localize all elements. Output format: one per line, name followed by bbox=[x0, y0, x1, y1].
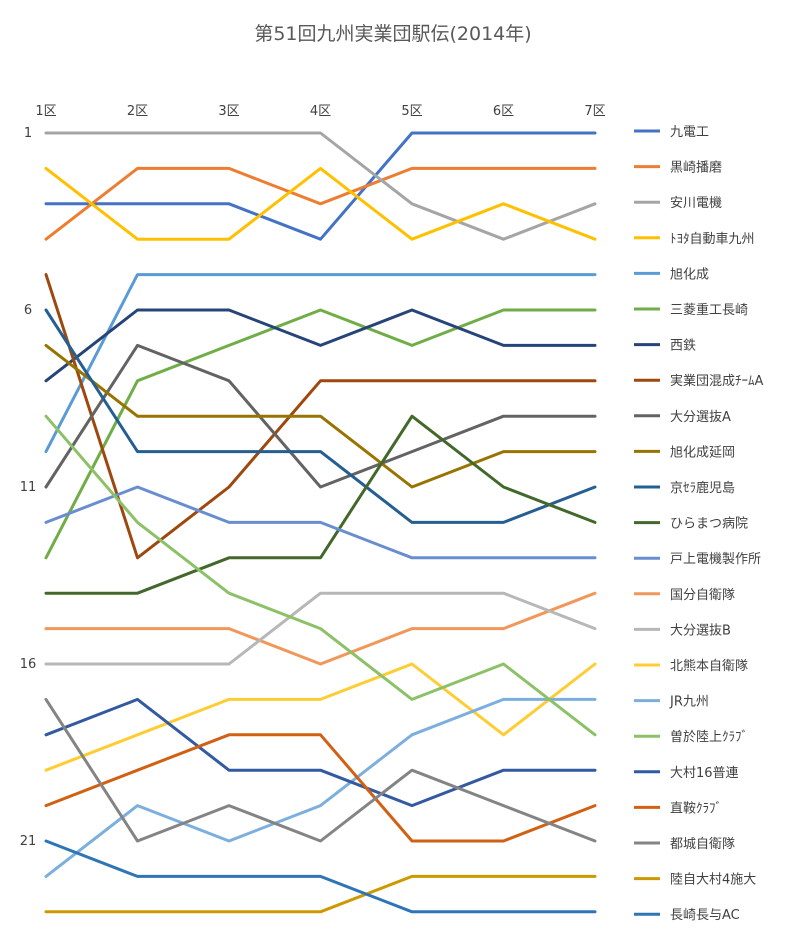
legend-label: 三菱重工長崎 bbox=[670, 302, 748, 318]
series-line bbox=[44, 273, 597, 560]
legend-label: 大分選抜A bbox=[670, 409, 731, 425]
legend-label: 大村16普連 bbox=[670, 766, 739, 781]
legend-label: 京ｾﾗ鹿児島 bbox=[670, 480, 735, 496]
series-line bbox=[44, 697, 597, 808]
y-tick-label: 21 bbox=[20, 834, 37, 849]
series-line bbox=[44, 343, 597, 489]
series-line bbox=[44, 308, 597, 524]
series-line bbox=[44, 131, 597, 241]
legend-label: 曽於陸上ｸﾗﾌﾞ bbox=[670, 729, 748, 745]
series-line bbox=[44, 414, 597, 737]
series-line bbox=[44, 308, 597, 560]
legend-label: JR九州 bbox=[669, 695, 709, 710]
series-line bbox=[44, 343, 597, 489]
legend-label: 九電工 bbox=[670, 125, 709, 140]
legend-label: ひらまつ病院 bbox=[670, 517, 748, 532]
y-tick-label: 11 bbox=[20, 480, 37, 495]
series-line bbox=[44, 697, 597, 843]
series-line bbox=[44, 166, 597, 241]
y-tick-label: 1 bbox=[24, 126, 32, 141]
y-tick-label: 16 bbox=[20, 657, 37, 672]
legend-label: 西鉄 bbox=[670, 339, 696, 354]
series-line bbox=[44, 839, 597, 914]
x-tick-label: 2区 bbox=[127, 104, 148, 119]
legend-label: 大分選抜B bbox=[670, 622, 731, 638]
legend-label: 陸自大村4施大 bbox=[670, 872, 756, 888]
series-line bbox=[44, 131, 597, 241]
legend-label: 都城自衛隊 bbox=[670, 836, 735, 852]
series-line bbox=[44, 733, 597, 843]
legend-label: 実業団混成ﾁｰﾑA bbox=[670, 373, 764, 389]
legend-label: 直鞍ｸﾗﾌﾞ bbox=[670, 800, 722, 816]
x-tick-label: 5区 bbox=[401, 104, 422, 119]
series-line bbox=[44, 166, 597, 241]
series-line bbox=[44, 697, 597, 878]
legend-label: 黒崎播磨 bbox=[670, 161, 722, 176]
y-tick-label: 6 bbox=[24, 303, 32, 318]
series-line bbox=[44, 591, 597, 666]
x-tick-label: 7区 bbox=[584, 104, 605, 119]
legend-label: 旭化成 bbox=[670, 267, 709, 282]
x-axis-tick-labels: 1区 2区 3区 4区 5区 6区 7区 bbox=[35, 104, 605, 119]
series-line bbox=[44, 485, 597, 560]
series-line bbox=[44, 874, 597, 914]
series-line bbox=[44, 591, 597, 666]
x-tick-label: 3区 bbox=[218, 104, 239, 119]
legend-label: ﾄﾖﾀ自動車九州 bbox=[670, 232, 755, 247]
legend-label: 長崎長与AC bbox=[670, 908, 740, 923]
series-line bbox=[44, 308, 597, 383]
series-lines bbox=[44, 131, 597, 914]
series-line bbox=[44, 273, 597, 454]
series-line bbox=[44, 414, 597, 595]
series-line bbox=[44, 662, 597, 772]
x-tick-label: 1区 bbox=[35, 104, 56, 119]
chart-title: 第51回九州実業団駅伝(2014年) bbox=[254, 23, 531, 45]
legend-label: 安川電機 bbox=[670, 196, 722, 211]
legend-label: 国分自衛隊 bbox=[670, 587, 735, 603]
legend-label: 戸上電機製作所 bbox=[670, 552, 761, 567]
legend-label: 北熊本自衛隊 bbox=[670, 658, 748, 674]
legend-label: 旭化成延岡 bbox=[670, 445, 735, 460]
x-tick-label: 4区 bbox=[310, 104, 331, 119]
x-tick-label: 6区 bbox=[493, 104, 514, 119]
